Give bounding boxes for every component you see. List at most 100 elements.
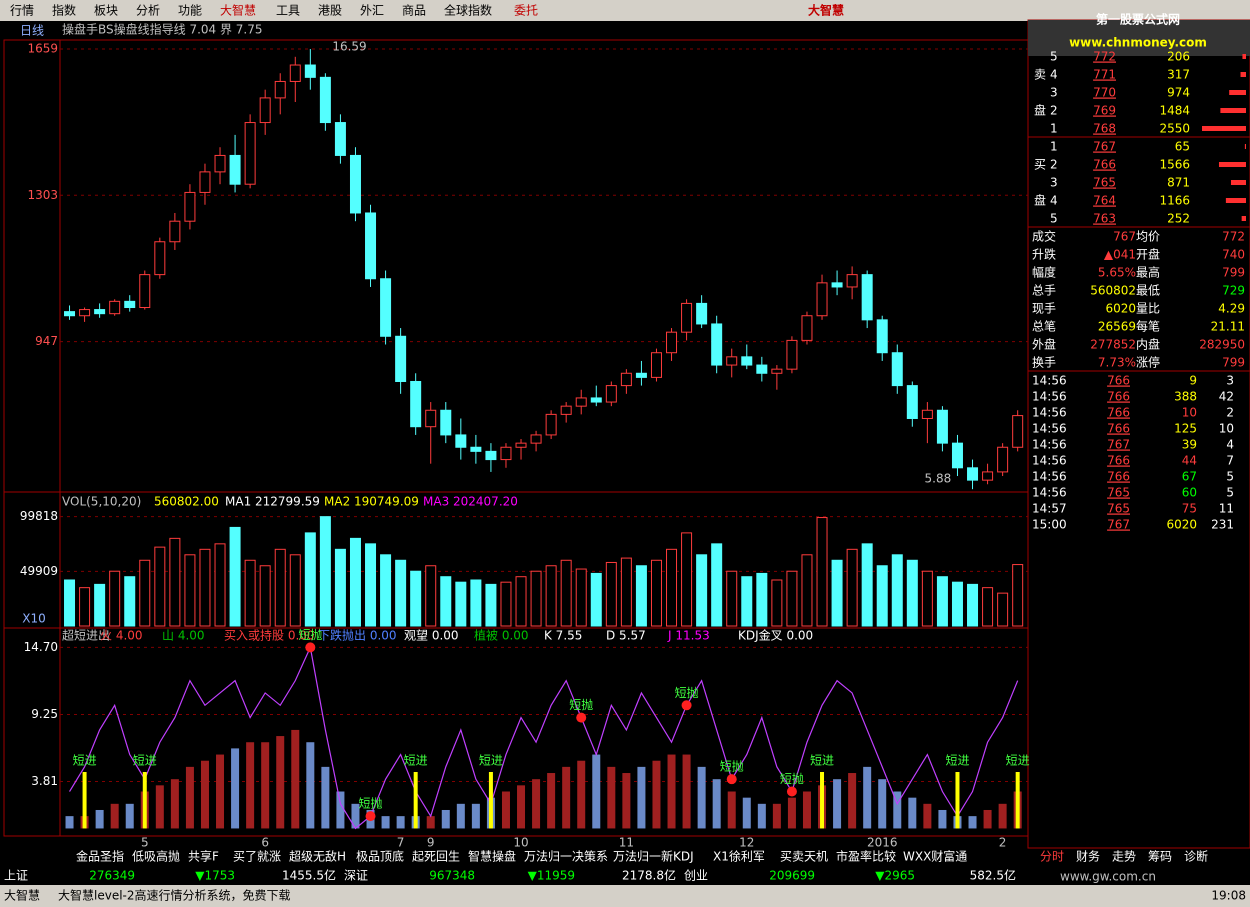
price: 763 <box>1093 212 1116 226</box>
indicator-header: 买入或持股 0.00 <box>224 628 315 643</box>
tab[interactable]: 金品圣指 <box>76 849 124 864</box>
candle-body <box>440 409 452 436</box>
indicator-bar <box>712 779 721 829</box>
tick-volume: 75 <box>1182 502 1197 516</box>
tick-count: 231 <box>1211 518 1234 532</box>
tab[interactable]: 智慧操盘 <box>468 849 516 864</box>
volume-header: MA1 212799.59 <box>225 495 320 509</box>
volume-bar <box>801 554 813 627</box>
candle-body <box>846 274 858 288</box>
tab[interactable]: 买了就涨 <box>233 849 281 864</box>
buy-bar <box>142 772 147 829</box>
volume-bar <box>620 557 632 627</box>
indicator-header: 植被 0.00 <box>474 628 529 643</box>
tab[interactable]: 万法归一新KDJ <box>613 849 694 864</box>
candle-body <box>936 409 948 444</box>
menu-item[interactable]: 商品 <box>402 3 426 18</box>
tab[interactable]: 起死回生 <box>412 850 460 864</box>
tick-count: 5 <box>1226 486 1234 500</box>
indicator-bar <box>65 816 74 829</box>
tab[interactable]: 买卖天机 <box>780 850 828 864</box>
y-tick-label: 3.81 <box>31 774 58 788</box>
right-tab[interactable]: 财务 <box>1076 849 1100 864</box>
indicator-bar <box>532 779 541 829</box>
tab[interactable]: WXX财富通 <box>903 849 967 864</box>
indicator-bar <box>923 803 932 829</box>
volume: 317 <box>1167 68 1190 82</box>
tick-price: 766 <box>1107 470 1130 484</box>
indicator-bar <box>426 816 435 829</box>
volume-bar <box>590 572 602 627</box>
menu-item[interactable]: 板块 <box>94 4 118 18</box>
volume-bar <box>681 532 693 627</box>
signal-label: 短抛 <box>298 627 322 642</box>
volume-bar <box>666 548 678 627</box>
right-tab[interactable]: 诊断 <box>1184 849 1208 864</box>
status-app: 大智慧 <box>4 888 40 903</box>
stat-label: 均价 <box>1136 230 1160 244</box>
candle-body <box>545 413 557 436</box>
candle-body <box>455 434 467 448</box>
side-label: 盘 <box>1034 193 1046 208</box>
menu-item[interactable]: 全球指数 <box>444 3 492 18</box>
volume-bar <box>319 516 331 627</box>
menu-item[interactable]: 行情 <box>10 4 34 18</box>
tab[interactable]: 低吸高抛 <box>132 849 180 864</box>
tab[interactable]: 超级无敌H <box>289 849 346 864</box>
menu-item[interactable]: 功能 <box>178 4 202 18</box>
signal-label: 短抛 <box>359 796 383 811</box>
stat-value: 21.11 <box>1211 320 1245 334</box>
volume-bar <box>816 517 828 627</box>
signal-label: 短进 <box>479 754 503 768</box>
tab[interactable]: 万法归一决策系 <box>524 850 608 864</box>
menu-item[interactable]: 分析 <box>136 4 160 18</box>
menu-item[interactable]: 大智慧 <box>220 3 256 18</box>
menu-item[interactable]: 港股 <box>318 4 342 18</box>
watermark-url: www.chnmoney.com <box>1069 36 1207 50</box>
candle-body <box>891 352 903 387</box>
tab[interactable]: 市盈率比较 <box>836 849 896 864</box>
right-tab[interactable]: 筹码 <box>1148 850 1172 864</box>
depth-bar <box>1244 144 1246 149</box>
tab[interactable]: X1徐利军 <box>713 849 765 864</box>
menu-item[interactable]: 外汇 <box>360 4 384 18</box>
stat-value: 799 <box>1222 266 1245 280</box>
tick-volume: 60 <box>1182 486 1197 500</box>
x-tick-label: 10 <box>513 836 528 850</box>
menu-item[interactable]: 委托 <box>514 4 538 18</box>
depth-bar <box>1229 90 1246 95</box>
indicator-bar <box>652 760 661 829</box>
stat-label: 现手 <box>1032 302 1056 316</box>
tab[interactable]: 极品顶底 <box>356 849 404 864</box>
menu-item[interactable]: 指数 <box>52 3 76 18</box>
volume-bar <box>485 583 497 627</box>
tab[interactable]: 共享F <box>188 849 219 864</box>
stat-label: 成交 <box>1032 229 1056 244</box>
indicator-bar <box>772 803 781 829</box>
stat-label: 最高 <box>1136 265 1160 280</box>
volume-bar <box>650 559 662 627</box>
volume-bar <box>395 559 407 627</box>
volume-bar <box>334 548 346 627</box>
volume: 65 <box>1175 140 1190 154</box>
tick-count: 3 <box>1226 374 1234 388</box>
candle-body <box>530 434 542 444</box>
price: 769 <box>1093 104 1116 118</box>
menu-item[interactable]: 工具 <box>276 4 300 18</box>
index-name: 上证 <box>4 869 28 883</box>
volume-bar <box>259 565 271 627</box>
stat-label: 总笔 <box>1032 319 1056 334</box>
volume-bar <box>380 554 392 627</box>
level: 1 <box>1050 122 1058 136</box>
y-tick-label: 1659 <box>27 41 58 55</box>
x-tick-label: 5 <box>141 836 149 850</box>
right-tab[interactable]: 分时 <box>1040 850 1064 864</box>
index-value: 209699 <box>769 869 815 883</box>
index-value: 967348 <box>429 869 475 883</box>
indicator-bar <box>441 809 450 829</box>
indicator-header: 超短进出 <box>62 628 110 643</box>
status-bar <box>0 885 1250 907</box>
right-tab[interactable]: 走势 <box>1112 850 1136 864</box>
candle-body <box>801 315 813 341</box>
